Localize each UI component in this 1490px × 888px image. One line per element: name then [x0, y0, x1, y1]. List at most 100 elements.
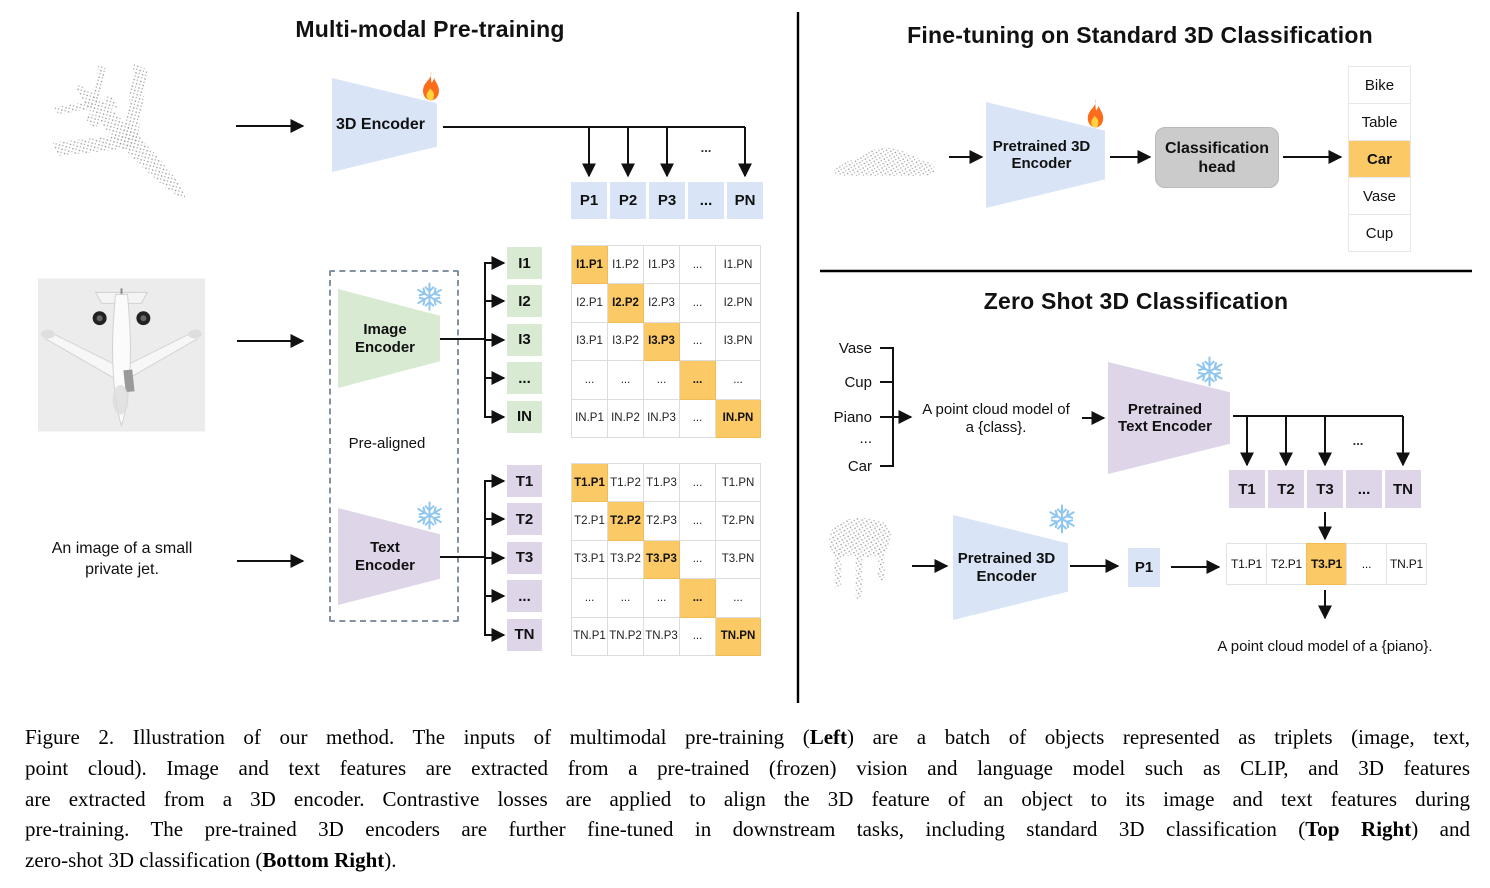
text-point-similarity-matrix-cell: T2.P2 — [608, 502, 644, 541]
similarity-row: T1.P1 T2.P1 T3.P1... TN.P1 — [1226, 543, 1427, 585]
image-point-similarity-matrix-cell: I2.PN — [716, 284, 761, 323]
text-feature-labels-cell: T1 — [507, 465, 542, 497]
finetune-panel-title: Fine-tuning on Standard 3D Classificatio… — [907, 22, 1373, 48]
image-point-similarity-matrix-cell: I3.PN — [716, 322, 761, 362]
image-feature-labels-cell: ... — [507, 362, 542, 395]
pretrained-3d-encoder-frozen-label: Pretrained 3D Encoder — [957, 550, 1056, 585]
text-point-similarity-matrix-cell: T2.P3 — [644, 502, 680, 541]
text-point-similarity-matrix-cell: ... — [644, 579, 680, 618]
image-point-similarity-matrix-cell: IN.P1 — [572, 399, 608, 438]
image-feature-labels-cell: IN — [507, 400, 542, 433]
p-feature-row-cell: PN — [727, 182, 763, 219]
zeroshot-class-list-cell: Car — [847, 458, 872, 475]
caption-line: Figure 2. Illustration of our method. Th… — [25, 725, 1470, 749]
image-feature-labels-cell: I3 — [507, 323, 542, 356]
zeroshot-result-text: A point cloud model of a {piano}. — [1217, 638, 1433, 655]
similarity-row-cell: ... — [1346, 543, 1387, 585]
text-prompt-line2: a {class}. — [965, 418, 1027, 436]
snowflake-icon — [414, 500, 445, 531]
t-fan-ellipsis: ... — [1352, 433, 1364, 448]
zeroshot-class-list-cell: Piano — [833, 409, 872, 426]
image-point-similarity-matrix-cell: I1.P3 — [644, 246, 680, 285]
text-point-similarity-matrix-cell: T3.P2 — [608, 540, 644, 580]
caption-line: pre-training. The pre-trained 3D encoder… — [25, 817, 1470, 842]
classification-output-list: Bike Table Car Vase Cup — [1348, 66, 1411, 252]
classification-output-list-cell: Cup — [1349, 215, 1410, 251]
classification-output-list-cell: Car — [1349, 141, 1410, 177]
image-point-similarity-matrix: I1.P1 I1.P2 I1.P3... I1.PN I2.P1 I2.P2 I2.P3..… — [571, 245, 761, 438]
classification-head-label: Classification head — [1164, 139, 1270, 176]
text-prompt-line1: A point cloud model of — [922, 401, 1070, 418]
text-point-similarity-matrix-cell: ... — [572, 579, 608, 618]
image-point-similarity-matrix-cell: I3.P1 — [572, 322, 608, 362]
image-point-similarity-matrix-cell: I2.P3 — [644, 284, 680, 323]
point-embedding-cell: P1 — [1128, 548, 1160, 587]
caption-line: point cloud). Image and text features ar… — [25, 755, 1470, 780]
image-point-similarity-matrix-cell: ... — [680, 399, 716, 438]
pre-aligned-box — [329, 270, 459, 622]
text-embedding-row-cell: T2 — [1268, 470, 1304, 508]
text-point-similarity-matrix-cell: TN.PN — [716, 617, 761, 656]
classification-output-list-cell: Vase — [1349, 178, 1410, 214]
similarity-row-cell: TN.P1 — [1386, 543, 1427, 585]
text-encoder-label: Text Encoder — [354, 539, 415, 574]
p-feature-row-cell: P2 — [610, 182, 646, 219]
image-feature-labels: I1 I2 I3... IN — [507, 247, 542, 433]
text-point-similarity-matrix-cell: TN.P3 — [644, 617, 680, 656]
figure-caption: Figure 2. Illustration of our method. Th… — [25, 722, 1470, 876]
text-point-similarity-matrix-cell: T3.P1 — [572, 540, 608, 580]
text-prompt: A point cloud model of a {class}. — [915, 401, 1077, 436]
text-point-similarity-matrix-cell: T1.P3 — [644, 464, 680, 503]
airplane-photo — [38, 278, 205, 432]
text-embedding-row-cell: TN — [1385, 470, 1421, 508]
image-point-similarity-matrix-cell: ... — [644, 361, 680, 400]
snowflake-icon — [414, 281, 445, 312]
image-point-similarity-matrix-cell: ... — [680, 361, 716, 400]
text-point-similarity-matrix-cell: T3.PN — [716, 540, 761, 580]
classification-output-list-cell: Bike — [1349, 67, 1410, 103]
text-feature-labels-cell: ... — [507, 580, 542, 613]
p-fan-ellipsis: ... — [700, 140, 712, 155]
image-point-similarity-matrix-cell: ... — [680, 284, 716, 323]
image-point-similarity-matrix-cell: IN.P3 — [644, 399, 680, 438]
p-feature-row-cell: P3 — [649, 182, 685, 219]
text-point-similarity-matrix-cell: ... — [680, 617, 716, 656]
text-point-similarity-matrix: T1.P1 T1.P2 T1.P3... T1.PN T2.P1 T2.P2 T2.P3..… — [571, 463, 761, 656]
pretrained-text-encoder-label: Pretrained Text Encoder — [1118, 400, 1212, 435]
text-point-similarity-matrix-cell: T3.P3 — [644, 540, 680, 580]
image-point-similarity-matrix-cell: ... — [572, 361, 608, 400]
zeroshot-panel-title: Zero Shot 3D Classification — [983, 288, 1289, 314]
image-point-similarity-matrix-cell: I2.P2 — [608, 284, 644, 323]
image-point-similarity-matrix-cell: IN.P2 — [608, 399, 644, 438]
text-point-similarity-matrix-cell: T1.P1 — [572, 464, 608, 503]
image-feature-labels-cell: I1 — [507, 247, 542, 279]
text-feature-labels-cell: TN — [507, 618, 542, 651]
text-embedding-row-cell: T1 — [1229, 470, 1265, 508]
zeroshot-class-list: Vase Cup Piano... Car — [786, 340, 872, 475]
image-point-similarity-matrix-cell: ... — [716, 361, 761, 400]
pretrained-3d-encoder-label: Pretrained 3D Encoder — [992, 137, 1091, 172]
caption-line: are extracted from a 3D encoder. Contras… — [25, 786, 1470, 811]
3d-encoder-label: 3D Encoder — [336, 115, 425, 133]
fire-icon — [414, 69, 448, 103]
text-point-similarity-matrix-cell: TN.P1 — [572, 617, 608, 656]
p-feature-row: P1 P2 P3... PN — [571, 182, 763, 219]
image-point-similarity-matrix-cell: ... — [680, 322, 716, 362]
classification-head-block: Classification head — [1155, 127, 1279, 188]
p-feature-row-cell: P1 — [571, 182, 607, 219]
image-point-similarity-matrix-cell: ... — [608, 361, 644, 400]
image-point-similarity-matrix-cell: I1.P1 — [572, 246, 608, 285]
text-point-similarity-matrix-cell: ... — [716, 579, 761, 618]
left-panel-title: Multi-modal Pre-training — [295, 16, 565, 42]
snowflake-icon — [1046, 503, 1078, 535]
fire-icon — [1079, 97, 1112, 130]
image-point-similarity-matrix-cell: IN.PN — [716, 399, 761, 438]
text-point-similarity-matrix-cell: ... — [608, 579, 644, 618]
text-point-similarity-matrix-cell: T1.P2 — [608, 464, 644, 503]
text-point-similarity-matrix-cell: T2.P1 — [572, 502, 608, 541]
text-embedding-row-cell: T3 — [1307, 470, 1343, 508]
zeroshot-class-list-cell: Cup — [844, 374, 872, 391]
image-point-similarity-matrix-cell: I1.P2 — [608, 246, 644, 285]
piano-point-cloud — [829, 517, 892, 599]
